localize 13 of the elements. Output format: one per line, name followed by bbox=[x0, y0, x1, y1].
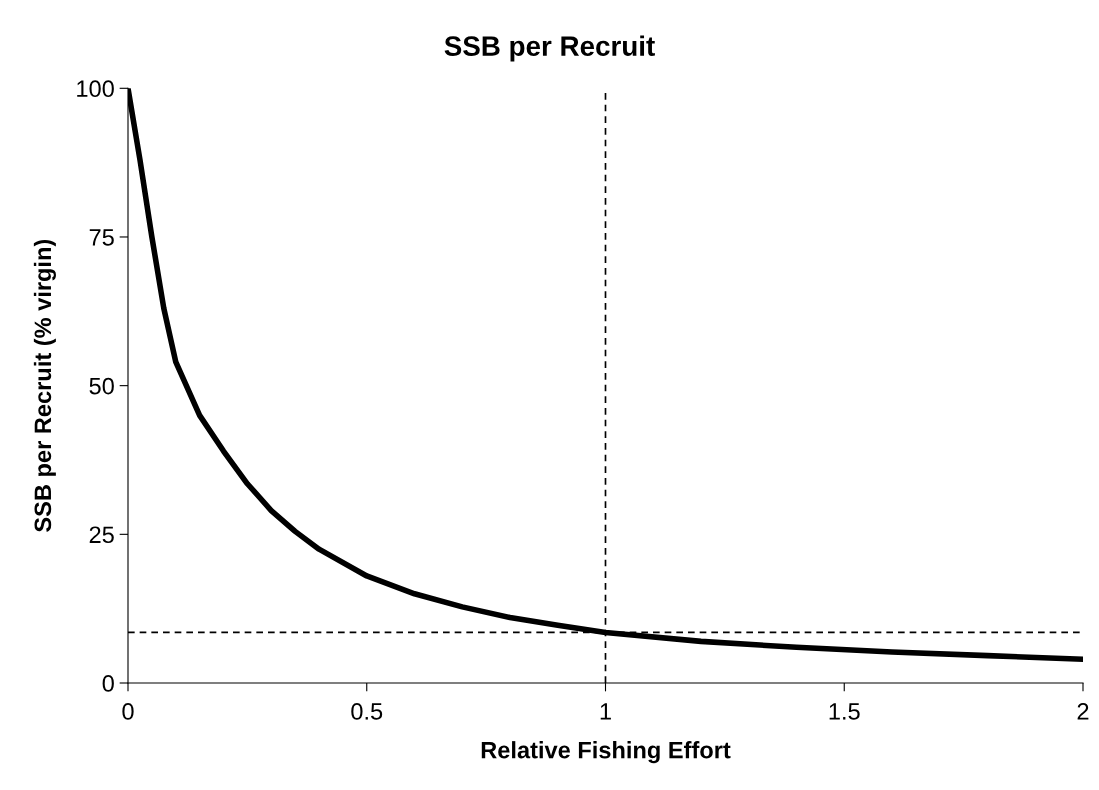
x-tick-label: 2 bbox=[1077, 703, 1089, 720]
y-tick-label: 75 bbox=[89, 229, 114, 246]
y-tick-label: 50 bbox=[89, 377, 114, 395]
y-tick-label: 0 bbox=[102, 675, 114, 692]
x-tick-label: 0 bbox=[122, 703, 134, 720]
y-tick-label: 25 bbox=[89, 526, 114, 544]
chart-title: SSB per Recruit bbox=[444, 35, 655, 62]
x-axis-title: Relative Fishing Effort bbox=[481, 741, 731, 764]
y-tick-label: 100 bbox=[77, 80, 114, 98]
y-axis-title: SSB per Recruit (% virgin) bbox=[33, 239, 56, 532]
x-tick-label: 1.5 bbox=[829, 703, 860, 720]
x-tick-label: 0.5 bbox=[351, 703, 383, 720]
x-tick-label: 1 bbox=[600, 703, 611, 720]
